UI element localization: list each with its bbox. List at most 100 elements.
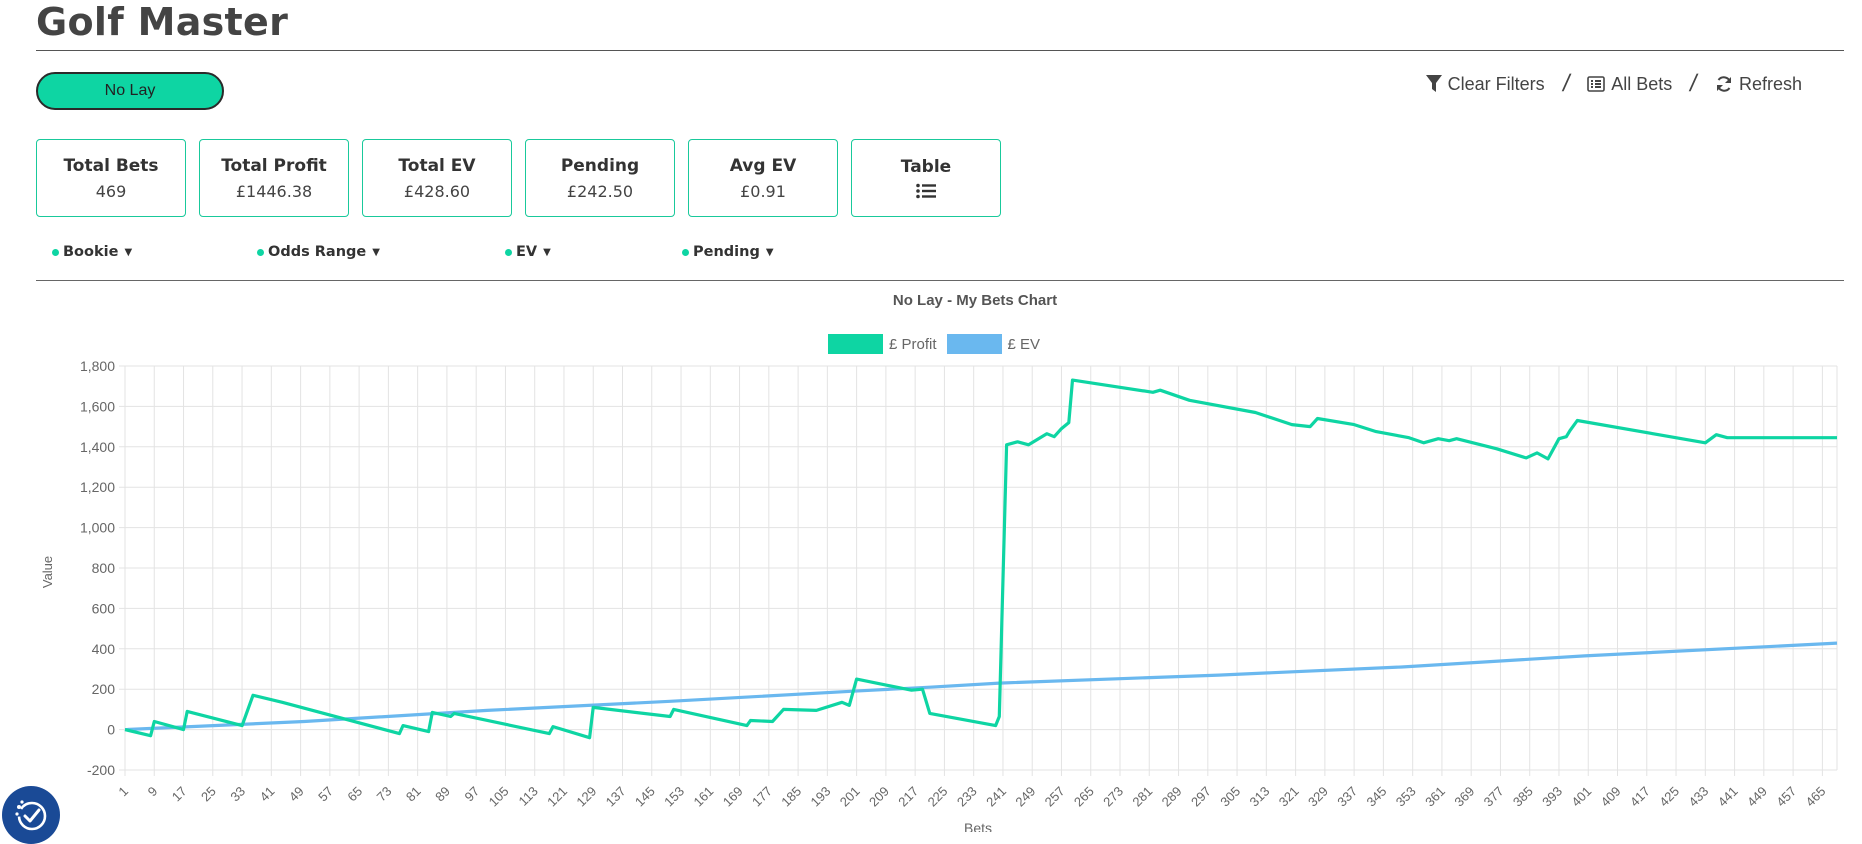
legend-item-profit[interactable]: £ Profit [828,334,937,354]
stat-value: £1446.38 [235,181,313,201]
x-tick-label: 313 [1247,784,1273,810]
status-dot [52,248,59,256]
x-tick-label: 193 [808,784,834,810]
chart-axes: -200 0 200 400 600 800 1,000 1,200 1,400 1,600 1,8… [80,358,1829,809]
toolbar-separator: / [1560,70,1572,97]
x-tick-label: 129 [573,784,599,810]
x-tick-label: 361 [1422,784,1448,810]
x-tick-label: 9 [145,784,161,800]
accessibility-button[interactable] [2,786,60,844]
stat-card-total-bets: Total Bets 469 [36,139,186,217]
y-tick-label: 800 [92,560,116,576]
filter-label: Odds Range [268,244,367,260]
x-tick-label: 17 [169,784,190,805]
stat-value: £428.60 [403,181,471,201]
filter-ev[interactable]: EV ▼ [505,244,551,260]
y-tick-label: 400 [92,641,116,657]
stat-label: Total Profit [221,155,327,176]
filter-icon [1425,75,1442,92]
x-tick-label: 105 [486,784,512,810]
x-tick-label: 97 [461,784,482,805]
x-tick-label: 433 [1685,784,1711,810]
legend-item-ev[interactable]: £ EV [946,334,1041,354]
chart-title: No Lay - My Bets Chart [892,292,1058,309]
filter-label: Pending [693,244,760,260]
x-tick-label: 169 [720,784,746,810]
x-tick-label: 409 [1598,784,1624,810]
filter-bar: Bookie ▼ Odds Range ▼ EV ▼ Pending ▼ [52,244,852,264]
stat-label: Total EV [398,155,476,176]
y-tick-label: 1,400 [80,439,115,455]
stat-value: £0.91 [740,181,786,201]
stat-value: 469 [95,181,127,201]
y-tick-label: 1,600 [80,398,115,414]
filter-label: Bookie [63,244,119,260]
x-tick-label: 305 [1217,784,1243,810]
x-tick-label: 425 [1656,784,1682,810]
x-tick-label: 49 [286,784,307,805]
y-tick-label: 1,000 [80,520,115,536]
list-icon [916,183,936,199]
x-tick-label: 249 [1012,784,1038,810]
x-tick-label: 417 [1627,784,1653,810]
x-tick-label: 177 [749,784,775,810]
bets-line-chart: -200 0 200 400 600 800 1,000 1,200 1,400 1,600 1,8… [40,358,1838,832]
x-tick-label: 113 [516,784,541,809]
x-tick-label: 353 [1393,784,1419,810]
y-tick-label: -200 [87,762,115,778]
filter-odds-range[interactable]: Odds Range ▼ [257,244,380,260]
x-tick-label: 137 [603,784,629,810]
profit-series-line [124,378,1837,740]
caret-down-icon: ▼ [765,246,774,258]
filter-bookie[interactable]: Bookie ▼ [52,244,132,260]
table-view-button[interactable]: Table [851,139,1001,217]
caret-down-icon: ▼ [543,246,551,258]
x-tick-label: 441 [1715,784,1741,810]
stat-card-avg-ev: Avg EV £0.91 [688,139,838,217]
y-tick-label: 1,800 [80,358,115,374]
stat-label: Avg EV [729,155,797,176]
x-tick-label: 233 [954,784,980,810]
legend-label: £ EV [1007,335,1041,353]
x-tick-label: 201 [837,784,863,810]
stat-cards: Total Bets 469 Total Profit £1446.38 Tot… [36,139,1001,217]
title-divider [36,50,1844,51]
x-axis-title: Bets [964,820,992,832]
y-tick-label: 0 [107,722,115,738]
filter-label: EV [516,244,538,260]
legend-swatch-profit [828,334,883,354]
all-bets-button[interactable]: All Bets [1587,74,1672,95]
x-tick-label: 217 [895,784,921,810]
stat-card-total-profit: Total Profit £1446.38 [199,139,349,217]
x-tick-label: 89 [432,784,453,805]
chart-grid [119,365,1838,776]
filter-pending[interactable]: Pending ▼ [682,244,774,260]
legend-label: £ Profit [889,335,937,353]
x-tick-label: 377 [1481,784,1507,810]
refresh-icon [1716,76,1731,92]
stat-label: Total Bets [63,155,159,176]
chart-legend: £ Profit £ EV [828,334,1050,354]
ev-series-line [124,641,1838,732]
x-tick-label: 329 [1305,784,1331,810]
refresh-button[interactable]: Refresh [1715,74,1802,95]
x-tick-label: 321 [1276,784,1302,810]
x-tick-label: 289 [1159,784,1185,810]
y-tick-label: 1,200 [80,479,115,495]
x-tick-label: 145 [632,784,658,810]
x-tick-label: 153 [661,784,687,810]
x-tick-label: 345 [1364,784,1390,810]
caret-down-icon: ▼ [124,246,133,258]
no-lay-button[interactable]: No Lay [36,72,224,110]
caret-down-icon: ▼ [372,246,380,258]
x-tick-label: 81 [403,784,424,805]
x-tick-label: 257 [1042,784,1068,810]
x-tick-label: 41 [257,784,278,805]
all-bets-label: All Bets [1611,73,1673,94]
clear-filters-label: Clear Filters [1447,73,1545,94]
y-tick-label: 200 [92,681,116,697]
page-title: Golf Master [36,0,289,44]
x-tick-label: 225 [925,784,951,810]
clear-filters-button[interactable]: Clear Filters [1425,73,1545,95]
stat-card-pending: Pending £242.50 [525,139,675,217]
